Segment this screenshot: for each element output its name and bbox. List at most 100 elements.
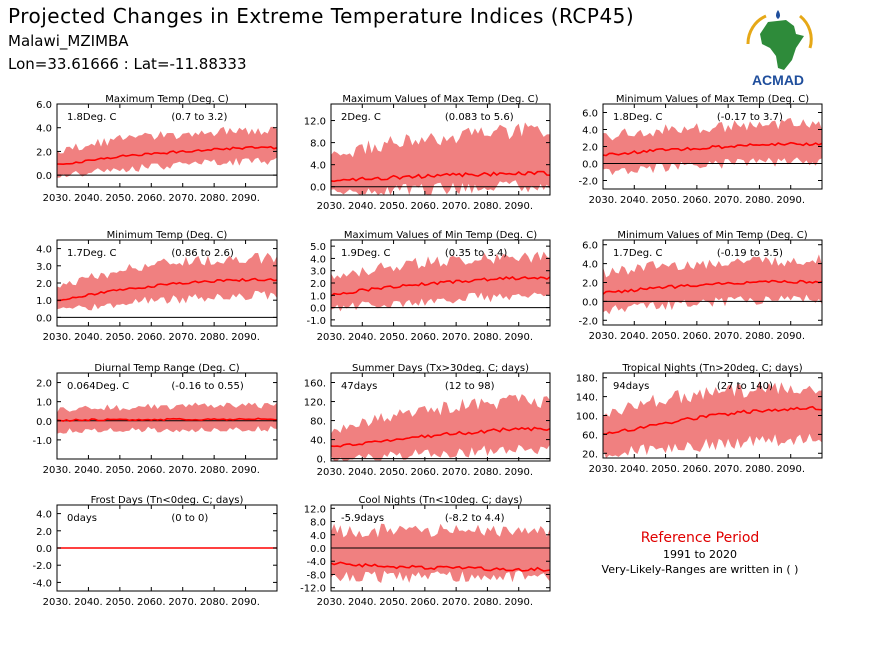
y-tick-label: 0.0 <box>310 544 326 555</box>
x-tick-label: 2040. <box>348 332 377 343</box>
y-tick-label: -12.0 <box>300 584 326 595</box>
raindrop-icon <box>776 10 780 19</box>
x-tick-label: 2060. <box>411 597 440 608</box>
median-line <box>330 276 551 297</box>
chart-panel: -4.0 -2.0 0.0 2.0 4.0 2030. 2040. 2050. 2060. 207… <box>32 495 278 608</box>
x-tick-label: 2030. <box>589 464 618 475</box>
x-tick-label: 2040. <box>74 465 103 476</box>
x-tick-label: 2040. <box>348 467 377 478</box>
y-tick-label: 0. <box>316 455 326 466</box>
chart-panel: 0.0 2.0 4.0 6.0 2030. 2040. 2050. 2060. 2070. 208… <box>36 94 278 204</box>
y-tick-label: 3.0 <box>310 267 326 278</box>
x-tick-label: 2040. <box>348 201 377 212</box>
x-tick-label: 2070. <box>168 597 197 608</box>
chart-panel: -12.0 -8.0 -4.0 0.0 4.0 8.0 12.0 2030. 2040. 2050… <box>300 495 551 608</box>
chart-title: Maximum Values of Min Temp (Deg. C) <box>344 230 537 241</box>
x-tick-label: 2030. <box>317 201 346 212</box>
y-tick-label: 40. <box>310 436 326 447</box>
chart-panel: 20.60.100.140.180.2030. 2040. 2050. 2060. 20… <box>576 363 823 475</box>
chart-stat: 0.064Deg. C <box>67 381 129 392</box>
y-tick-label: 0.0 <box>582 297 598 308</box>
y-tick-label: 180. <box>576 374 598 385</box>
x-tick-label: 2050. <box>106 465 135 476</box>
chart-range: (0.86 to 2.6) <box>171 248 233 259</box>
y-tick-label: 5.0 <box>310 242 326 253</box>
range-band <box>57 252 277 311</box>
x-tick-label: 2070. <box>714 195 743 206</box>
x-tick-label: 2030. <box>589 195 618 206</box>
x-tick-label: 2050. <box>379 332 408 343</box>
x-tick-label: 2030. <box>43 332 72 343</box>
y-tick-label: 2.0 <box>582 143 598 154</box>
x-tick-label: 2040. <box>620 464 649 475</box>
y-tick-label: 0.0 <box>582 160 598 171</box>
chart-title: Frost Days (Tn<0deg. C; days) <box>91 495 244 506</box>
x-tick-label: 2050. <box>106 193 135 204</box>
y-tick-label: 8.0 <box>310 139 326 150</box>
x-tick-label: 2080. <box>200 193 229 204</box>
chart-range: (-0.17 to 3.7) <box>717 112 783 123</box>
y-tick-label: 0.0 <box>36 313 52 324</box>
y-tick-label: 1.0 <box>36 398 52 409</box>
y-tick-label: 100. <box>576 412 598 423</box>
chart-panel: 0. 40. 80. 120. 160. 2030. 2040. 2050. 2060. 2070… <box>304 363 551 478</box>
chart-stat: 1.7Deg. C <box>67 248 116 259</box>
median-line <box>56 277 278 302</box>
y-tick-label: 20. <box>582 449 598 460</box>
y-tick-label: -2.0 <box>578 316 598 327</box>
x-tick-label: 2090. <box>776 464 805 475</box>
y-tick-label: 2.0 <box>310 279 326 290</box>
x-tick-label: 2090. <box>504 467 533 478</box>
x-tick-label: 2090. <box>504 597 533 608</box>
logo-text: ACMAD <box>752 72 804 88</box>
x-tick-label: 2070. <box>714 464 743 475</box>
x-tick-label: 2070. <box>714 331 743 342</box>
x-tick-label: 2060. <box>411 201 440 212</box>
x-tick-label: 2070. <box>168 193 197 204</box>
chart-title: Minimum Values of Min Temp (Deg. C) <box>617 230 807 241</box>
y-tick-label: 2.0 <box>36 527 52 538</box>
x-tick-label: 2070. <box>442 597 471 608</box>
x-tick-label: 2080. <box>473 597 502 608</box>
x-tick-label: 2070. <box>442 467 471 478</box>
station-coordinates: Lon=33.61666 : Lat=-11.88333 <box>8 55 247 73</box>
x-tick-label: 2060. <box>137 597 166 608</box>
x-tick-label: 2080. <box>473 467 502 478</box>
y-tick-label: 120. <box>304 398 326 409</box>
y-tick-label: -1.0 <box>32 436 52 447</box>
x-tick-label: 2050. <box>379 201 408 212</box>
y-tick-label: -1.0 <box>306 316 326 327</box>
y-tick-label: 2.0 <box>582 279 598 290</box>
x-tick-label: 2090. <box>231 597 260 608</box>
y-tick-label: 4.0 <box>36 510 52 521</box>
y-tick-label: 2.0 <box>36 147 52 158</box>
acmad-logo: ACMAD <box>746 10 813 88</box>
y-tick-label: 1.0 <box>310 291 326 302</box>
median-line <box>330 426 551 448</box>
x-tick-label: 2070. <box>168 465 197 476</box>
y-tick-label: -4.0 <box>32 578 52 589</box>
y-tick-label: -2.0 <box>32 561 52 572</box>
y-tick-label: 140. <box>576 393 598 404</box>
median-line <box>602 405 823 436</box>
chart-stat: 47days <box>341 381 377 392</box>
y-tick-label: 6.0 <box>582 109 598 120</box>
chart-title: Tropical Nights (Tn>20deg. C; days) <box>621 363 802 374</box>
x-tick-label: 2060. <box>683 464 712 475</box>
x-tick-label: 2030. <box>43 597 72 608</box>
median-line <box>330 170 551 183</box>
page-title: Projected Changes in Extreme Temperature… <box>8 4 635 28</box>
x-tick-label: 2080. <box>745 464 774 475</box>
x-tick-label: 2080. <box>473 201 502 212</box>
x-tick-label: 2040. <box>348 597 377 608</box>
x-tick-label: 2060. <box>683 331 712 342</box>
chart-title: Diurnal Temp Range (Deg. C) <box>94 363 239 374</box>
x-tick-label: 2030. <box>43 465 72 476</box>
y-tick-label: 160. <box>304 379 326 390</box>
x-tick-label: 2060. <box>137 193 166 204</box>
reference-title: Reference Period <box>640 530 760 546</box>
x-tick-label: 2070. <box>168 332 197 343</box>
chart-stat: 1.8Deg. C <box>67 112 116 123</box>
